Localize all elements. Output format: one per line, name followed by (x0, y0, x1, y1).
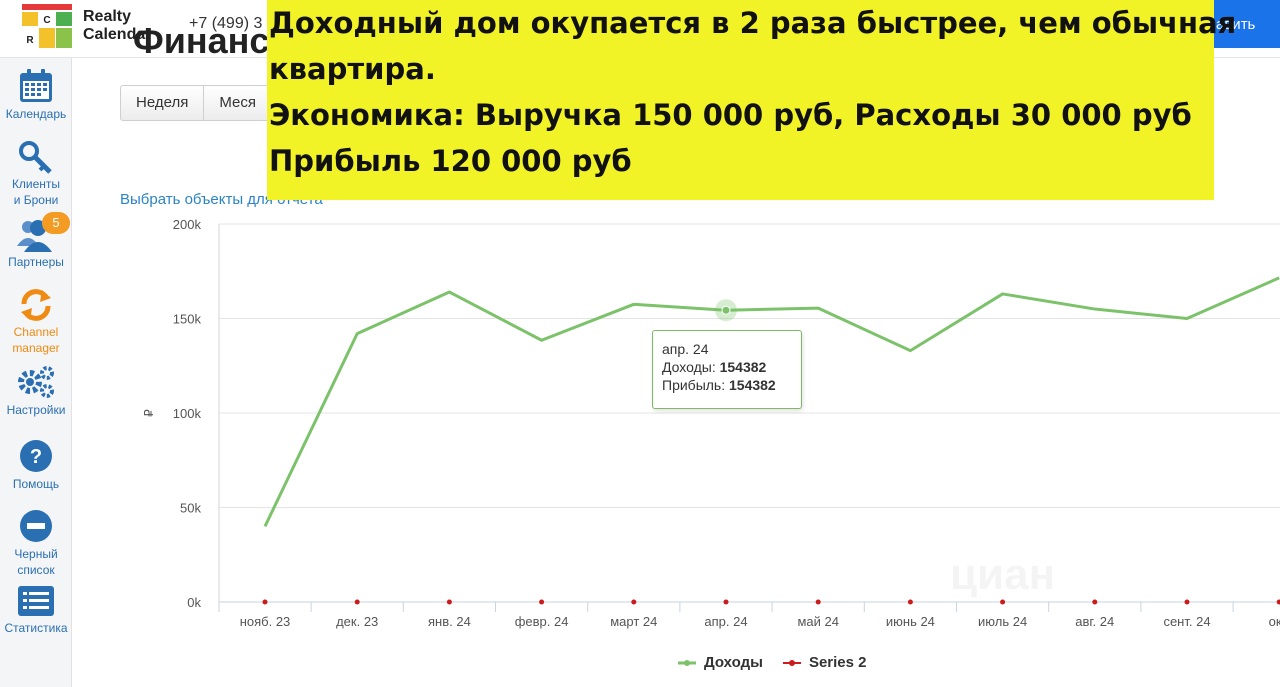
x-tick-label: май 24 (797, 614, 839, 629)
y-tick-label: 200k (173, 217, 202, 232)
sidebar-item-label: Календарь (5, 107, 67, 121)
sync-icon (21, 289, 51, 321)
sidebar-item-settings[interactable]: Настройки (0, 364, 72, 418)
chart-legend: Доходы Series 2 (678, 654, 886, 671)
sidebar-item-partners[interactable]: 5 Партнеры (0, 212, 72, 270)
x-tick-label: март 24 (610, 614, 657, 629)
tab-month[interactable]: Меся (219, 94, 256, 111)
sidebar-item-help[interactable]: ? Помощь (0, 438, 72, 492)
x-tick-label: сент. 24 (1163, 614, 1210, 629)
minus-circle-icon (20, 510, 52, 542)
sidebar: Календарь Клиенты и Брони 5 Партнеры Cha… (0, 58, 72, 687)
logo[interactable]: C R (22, 4, 72, 50)
series2-point (446, 599, 452, 605)
tooltip-profit: Прибыль: 154382 (662, 376, 792, 394)
chart-tooltip: апр. 24 Доходы: 154382 Прибыль: 154382 (652, 330, 802, 409)
series2-point (907, 599, 913, 605)
legend-symbol-series2 (782, 659, 801, 666)
income-series-line (263, 276, 1280, 528)
banner-line-1: Доходный дом окупается в 2 раза быстрее,… (269, 6, 1237, 40)
tab-week[interactable]: Неделя (121, 86, 205, 120)
tooltip-income-value: 154382 (719, 359, 767, 375)
y-tick-label: 50k (180, 501, 201, 516)
page-title: Финанс (133, 20, 270, 61)
sidebar-item-calendar[interactable]: Календарь (0, 68, 72, 122)
y-tick-label: 150k (173, 312, 202, 327)
banner-line-2: квартира. (269, 52, 436, 86)
sidebar-item-label: Клиенты и Брони (11, 177, 61, 207)
svg-text:?: ? (30, 446, 42, 468)
x-tick-label: июль 24 (978, 614, 1027, 629)
series2-point (815, 599, 821, 605)
x-tick-label: апр. 24 (704, 614, 747, 629)
series2-point (262, 599, 268, 605)
legend-item-series2[interactable]: Series 2 (782, 654, 867, 671)
legend-label-income: Доходы (704, 654, 763, 671)
tooltip-profit-label: Прибыль: (662, 377, 729, 393)
tooltip-profit-value: 154382 (729, 377, 776, 393)
tooltip-income: Доходы: 154382 (662, 358, 792, 376)
promo-banner: Доходный дом окупается в 2 раза быстрее,… (267, 0, 1237, 200)
y-tick-label: 0k (187, 595, 201, 610)
sidebar-item-blacklist[interactable]: Черный список (0, 508, 72, 578)
sidebar-item-label: Партнеры (8, 255, 64, 269)
sidebar-item-channel-manager[interactable]: Channel manager (0, 288, 72, 356)
phone-number[interactable]: +7 (499) 3 (189, 15, 263, 32)
series2-point (1276, 599, 1280, 605)
svg-text:C: C (43, 15, 50, 26)
sidebar-item-statistics[interactable]: Статистика (0, 584, 72, 636)
y-axis-label: ₽ (142, 409, 156, 417)
series2-point (1184, 599, 1190, 605)
calendar-icon (20, 69, 52, 102)
tooltip-title: апр. 24 (662, 341, 709, 357)
sidebar-item-label: Помощь (12, 477, 60, 491)
series2-point (1000, 599, 1006, 605)
legend-symbol-income (678, 659, 696, 666)
sidebar-item-label: Статистика (4, 621, 68, 635)
series2-point (539, 599, 545, 605)
tooltip-income-label: Доходы: (662, 359, 720, 375)
banner-line-3: Экономика: Выручка 150 000 руб, Расходы … (269, 98, 1192, 132)
y-tick-label: 100k (173, 406, 202, 421)
sidebar-item-clients[interactable]: Клиенты и Брони (0, 140, 72, 208)
x-tick-label: февр. 24 (515, 614, 569, 629)
series2-point (631, 599, 637, 605)
list-icon (18, 586, 54, 616)
x-tick-label: авг. 24 (1075, 614, 1114, 629)
x-tick-label: окт. (1269, 614, 1280, 629)
svg-text:R: R (26, 35, 34, 46)
key-icon (19, 141, 52, 174)
legend-label-series2: Series 2 (808, 654, 867, 671)
series2-point (723, 599, 729, 605)
sidebar-item-label: Channel manager (12, 325, 60, 355)
banner-line-4: Прибыль 120 000 руб (269, 144, 632, 178)
legend-item-income[interactable]: Доходы (678, 654, 763, 671)
x-tick-label: нояб. 23 (240, 614, 291, 629)
x-tick-label: июнь 24 (886, 614, 935, 629)
x-tick-label: янв. 24 (428, 614, 471, 629)
series2-point (354, 599, 360, 605)
income-point-highlighted (721, 305, 731, 315)
partners-badge: 5 (42, 212, 70, 234)
series2-point (1092, 599, 1098, 605)
brand-line1: Realty (83, 8, 132, 25)
watermark: циан (950, 550, 1055, 600)
gears-icon (18, 366, 54, 398)
sidebar-item-label: Черный список (14, 547, 58, 577)
help-icon: ? (20, 440, 52, 472)
brand-line2: Calendar (83, 26, 152, 43)
sidebar-item-label: Настройки (6, 403, 66, 417)
x-tick-label: дек. 23 (336, 614, 378, 629)
brand-name: Realty Calendar (83, 8, 151, 44)
